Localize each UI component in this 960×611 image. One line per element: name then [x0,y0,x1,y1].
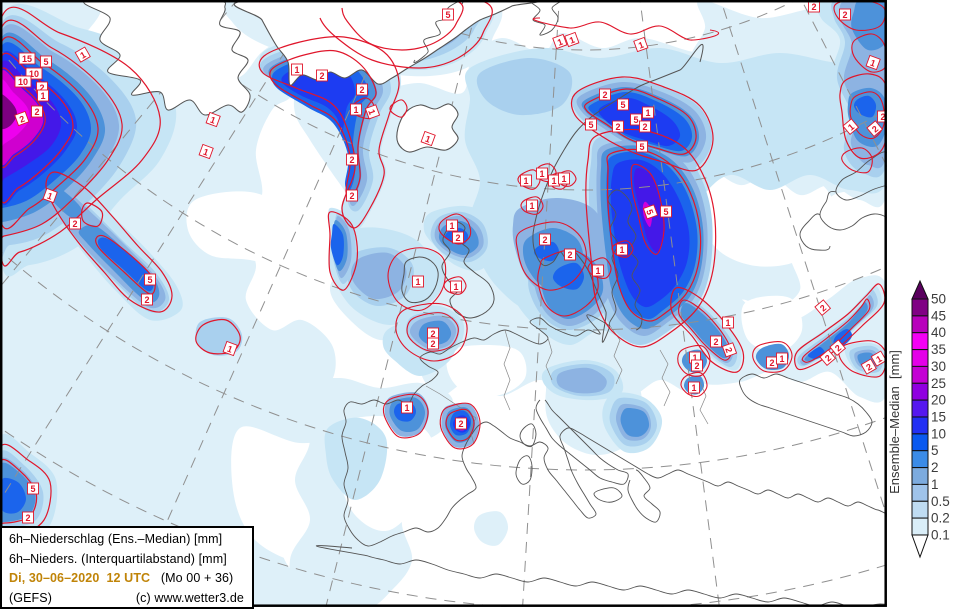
svg-text:1: 1 [869,58,877,69]
svg-text:2: 2 [713,337,718,347]
svg-text:2: 2 [842,10,847,20]
svg-text:1: 1 [779,354,784,364]
svg-text:1: 1 [78,50,87,61]
svg-text:10: 10 [18,77,28,87]
svg-text:2: 2 [359,85,364,95]
svg-text:5: 5 [147,275,152,285]
svg-text:5: 5 [620,100,625,110]
svg-text:45: 45 [931,308,946,323]
svg-text:1: 1 [415,277,420,287]
svg-text:50: 50 [931,292,946,307]
svg-text:2: 2 [542,235,547,245]
svg-text:5: 5 [30,484,35,494]
svg-text:1: 1 [523,176,528,186]
svg-text:5: 5 [633,115,638,125]
svg-text:Ensemble–Median [mm]: Ensemble–Median [mm] [887,350,902,494]
svg-text:1: 1 [353,105,358,115]
svg-text:2: 2 [39,83,44,93]
svg-text:1: 1 [539,169,544,179]
svg-text:2: 2 [72,219,77,229]
svg-text:0.5: 0.5 [931,494,950,509]
svg-text:2: 2 [811,2,816,12]
svg-text:5: 5 [663,207,668,217]
svg-text:1: 1 [691,383,696,393]
svg-text:2: 2 [615,122,620,132]
svg-text:2: 2 [880,112,885,122]
svg-text:1: 1 [637,40,645,51]
svg-text:1: 1 [551,176,556,186]
svg-text:15: 15 [931,410,946,425]
svg-text:1: 1 [424,134,432,145]
svg-text:5: 5 [644,208,655,216]
svg-text:1: 1 [556,37,564,48]
svg-text:0.1: 0.1 [931,528,950,543]
svg-text:5: 5 [445,10,450,20]
svg-text:2: 2 [18,114,26,125]
svg-text:1: 1 [692,353,697,363]
svg-text:2: 2 [34,107,39,117]
svg-text:2: 2 [823,353,833,364]
svg-text:2: 2 [25,513,30,523]
svg-text:2: 2 [833,343,843,354]
svg-text:1: 1 [209,115,217,126]
svg-text:1: 1 [449,221,454,231]
svg-text:1: 1 [561,174,566,184]
svg-text:1: 1 [202,147,210,158]
svg-text:2: 2 [458,419,463,429]
svg-text:15: 15 [22,54,32,64]
svg-text:2: 2 [694,361,699,371]
svg-text:5: 5 [588,120,593,130]
svg-text:2: 2 [864,362,873,373]
svg-text:0.2: 0.2 [931,511,950,526]
svg-text:1: 1 [846,122,856,133]
svg-text:10: 10 [29,69,39,79]
svg-text:1: 1 [619,245,624,255]
svg-text:2: 2 [430,329,435,339]
svg-text:2: 2 [455,233,460,243]
svg-text:25: 25 [931,376,946,391]
svg-text:1: 1 [568,35,576,46]
svg-text:2: 2 [723,346,734,354]
svg-text:30: 30 [931,359,946,374]
svg-text:2: 2 [349,191,354,201]
svg-text:2: 2 [870,124,880,135]
svg-text:1: 1 [226,344,234,355]
svg-text:5: 5 [931,443,939,458]
svg-text:1: 1 [366,108,377,116]
svg-text:2: 2 [602,90,607,100]
svg-text:1: 1 [645,108,650,118]
svg-text:2: 2 [144,295,149,305]
svg-text:10: 10 [931,426,946,441]
svg-text:1: 1 [595,266,600,276]
svg-text:2: 2 [349,155,354,165]
svg-text:40: 40 [931,325,946,340]
svg-text:2: 2 [769,358,774,368]
svg-text:1: 1 [404,403,409,413]
svg-text:1: 1 [453,282,458,292]
svg-text:20: 20 [931,393,946,408]
svg-text:2: 2 [818,303,828,314]
svg-text:1: 1 [46,191,54,202]
svg-text:2: 2 [567,250,572,260]
svg-text:2: 2 [931,460,939,475]
svg-text:1: 1 [874,354,883,365]
svg-text:1: 1 [294,65,299,75]
svg-text:2: 2 [642,122,647,132]
svg-text:5: 5 [639,142,644,152]
svg-text:1: 1 [40,91,45,101]
svg-text:1: 1 [725,318,730,328]
svg-text:1: 1 [529,201,534,211]
svg-text:2: 2 [319,71,324,81]
svg-text:35: 35 [931,342,946,357]
svg-text:1: 1 [931,477,939,492]
svg-text:5: 5 [43,57,48,67]
svg-text:2: 2 [430,339,435,349]
